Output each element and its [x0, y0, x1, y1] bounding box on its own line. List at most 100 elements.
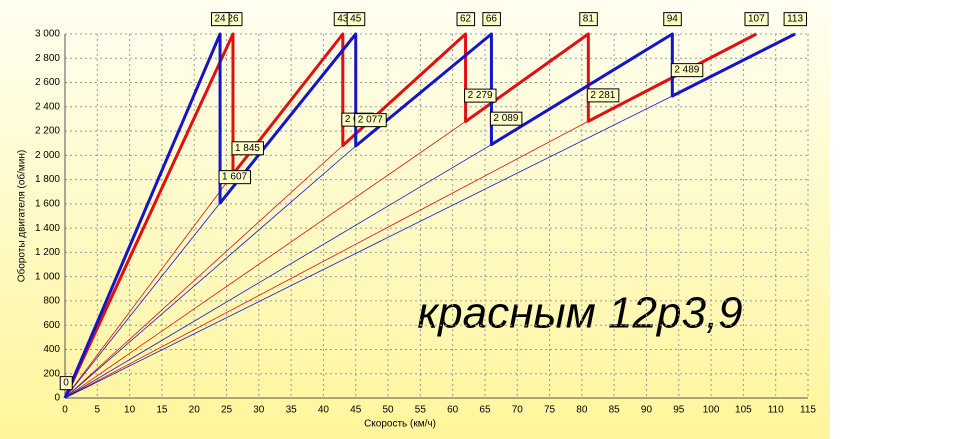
- speed-label: 66: [482, 12, 501, 27]
- x-tick-label: 60: [447, 405, 459, 416]
- rpm-label-box: [354, 113, 387, 128]
- rpm-label: 2 489: [670, 63, 704, 78]
- y-tick-label: 2 600: [35, 77, 60, 88]
- x-tick-label: 50: [382, 405, 394, 416]
- x-tick-label: 95: [673, 405, 685, 416]
- rpm-label-box: [586, 88, 620, 103]
- y-tick-label: 200: [43, 368, 60, 379]
- rpm-label-box: [464, 88, 497, 103]
- speed-label-box: [783, 12, 807, 27]
- rpm-label-text: 1 845: [235, 143, 260, 154]
- speed-label-box: [482, 12, 501, 27]
- speed-label: 113: [783, 12, 807, 27]
- x-tick-label: 15: [156, 405, 168, 416]
- speed-label-text: 81: [583, 14, 595, 25]
- x-tick-label: 20: [189, 405, 201, 416]
- x-tick-label: 55: [415, 405, 427, 416]
- x-tick-label: 105: [735, 405, 752, 416]
- speed-label: 107: [744, 12, 769, 27]
- x-tick-label: 110: [768, 405, 784, 416]
- x-tick-label: 90: [641, 405, 653, 416]
- x-tick-label: 30: [253, 405, 265, 416]
- speed-label-text: 62: [460, 14, 472, 25]
- rpm-label-text: 2 279: [468, 90, 493, 101]
- rpm-label-box: [670, 63, 704, 78]
- speed-label-text: 45: [350, 14, 362, 25]
- speed-label: 45: [346, 12, 366, 27]
- speed-label-text: 94: [667, 14, 679, 25]
- speed-label-box: [346, 12, 366, 27]
- speed-label-box: [744, 12, 769, 27]
- rpm-label-box: [218, 170, 252, 185]
- speed-label-text: 43: [337, 14, 349, 25]
- y-tick-label: 1 800: [35, 174, 60, 185]
- rpm-label-text: 1 607: [222, 172, 247, 183]
- y-tick-label: 1 200: [35, 247, 60, 258]
- y-tick-label: 1 400: [35, 223, 60, 234]
- x-axis-label: Скорость (км/ч): [364, 419, 436, 430]
- gear-ray: [64, 202, 221, 399]
- gear-ray: [64, 173, 234, 399]
- rpm-label: 2 279: [464, 88, 497, 103]
- x-tick-label: 70: [512, 405, 524, 416]
- speed-label: 94: [663, 12, 682, 27]
- y-tick-label: 1 000: [35, 271, 60, 282]
- y-tick-label: 2 800: [35, 53, 60, 64]
- rpm-label: 0: [59, 376, 73, 391]
- speed-label-text: 113: [787, 14, 803, 25]
- x-tick-label: 115: [800, 405, 816, 416]
- annotation: красным 12р3,9: [417, 289, 742, 338]
- rpm-label-box: [231, 141, 264, 156]
- gear-ray: [64, 95, 673, 399]
- speed-label-text: 24: [214, 14, 226, 25]
- speed-label: 62: [456, 12, 476, 27]
- x-tick-label: 85: [609, 405, 621, 416]
- rpm-label: 2 281: [586, 88, 620, 103]
- rpm-line: [63, 32, 758, 399]
- gear-ray: [64, 120, 589, 399]
- x-tick-label: 25: [221, 405, 233, 416]
- x-tick-label: 100: [703, 405, 720, 416]
- y-tick-label: 800: [43, 296, 60, 307]
- speed-label-box: [579, 12, 598, 27]
- x-tick-label: 5: [95, 405, 101, 416]
- rpm-label: 2 089: [489, 111, 523, 126]
- speed-label: 81: [579, 12, 598, 27]
- speed-label-text: 66: [486, 14, 498, 25]
- rpm-label-text: 2 281: [590, 90, 615, 101]
- x-tick-label: 35: [286, 405, 298, 416]
- gear-ray: [64, 145, 344, 399]
- rpm-label: 2 077: [354, 113, 387, 128]
- rpm-label-box: [59, 376, 73, 391]
- x-tick-label: 75: [544, 405, 556, 416]
- x-tick-label: 40: [318, 405, 330, 416]
- x-tick-label: 45: [350, 405, 362, 416]
- y-tick-label: 2 200: [35, 126, 60, 137]
- background: [0, 0, 830, 439]
- x-tick-label: 65: [479, 405, 491, 416]
- y-tick-label: 3 000: [35, 29, 60, 40]
- rpm-label-box: [489, 111, 523, 126]
- speed-label-box: [456, 12, 476, 27]
- speed-label-text: 26: [227, 14, 239, 25]
- x-tick-label: 10: [124, 405, 136, 416]
- y-tick-label: 2 000: [35, 150, 60, 161]
- y-tick-label: 1 600: [35, 199, 60, 210]
- rpm-label-text: 2 089: [493, 113, 518, 124]
- x-tick-label: 80: [576, 405, 588, 416]
- rpm-label-text: 2 077: [358, 115, 383, 126]
- speed-label-box: [663, 12, 682, 27]
- gear-ray: [64, 144, 492, 399]
- rpm-label-text: 0: [63, 378, 69, 389]
- rpm-label: 1 845: [231, 141, 264, 156]
- y-tick-label: 0: [54, 393, 60, 404]
- speed-label-text: 107: [748, 14, 765, 25]
- x-tick-label: 0: [62, 405, 68, 416]
- rpm-label: 1 607: [218, 170, 252, 185]
- gear-ray: [64, 121, 466, 399]
- y-tick-label: 400: [43, 344, 60, 355]
- speed-label: 24: [210, 12, 230, 27]
- y-tick-label: 2 400: [35, 101, 60, 112]
- y-tick-label: 600: [43, 320, 60, 331]
